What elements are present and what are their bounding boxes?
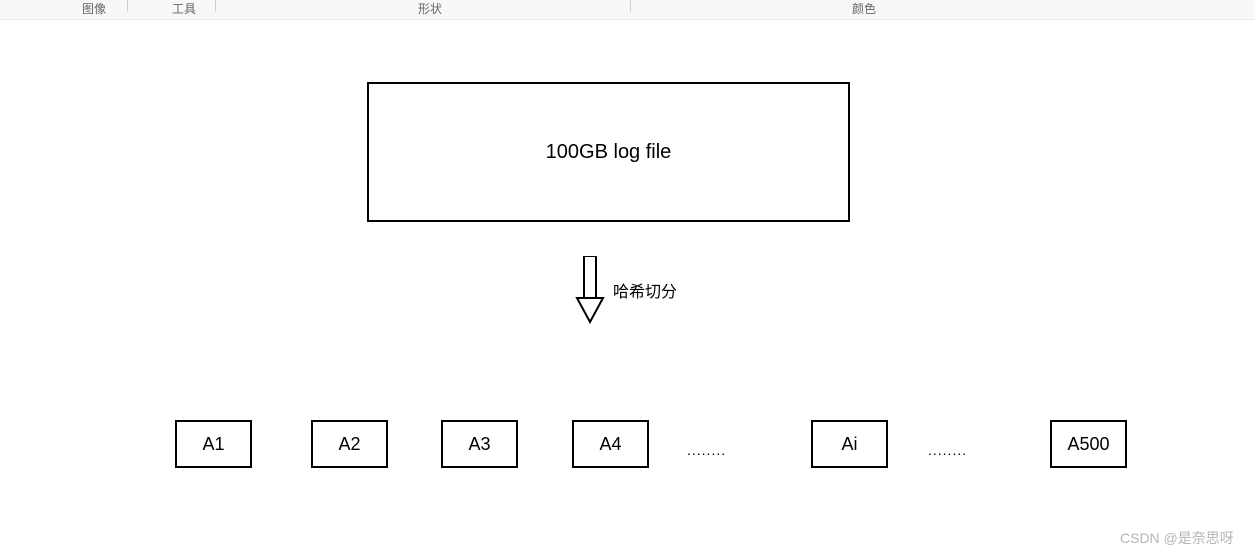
partition-box-a3: A3 — [441, 420, 518, 468]
main-box-logfile: 100GB log file — [367, 82, 850, 222]
partition-label: A500 — [1067, 434, 1109, 455]
ribbon-toolbar: 图像 工具 形状 颜色 — [0, 0, 1255, 20]
ribbon-separator — [127, 0, 128, 12]
partition-label: A1 — [202, 434, 224, 455]
ribbon-tab-tools[interactable]: 工具 — [172, 0, 196, 17]
ellipsis-dots: ........ — [687, 442, 726, 458]
ribbon-tab-image[interactable]: 图像 — [82, 0, 106, 17]
drawing-canvas: 100GB log file 哈希切分 A1 A2 A3 A4 ........… — [0, 20, 1255, 552]
ribbon-separator — [630, 0, 631, 12]
hash-split-arrow: 哈希切分 — [575, 256, 677, 324]
watermark-text: CSDN @是奈思呀 — [1120, 528, 1234, 548]
partition-box-a1: A1 — [175, 420, 252, 468]
ribbon-separator — [215, 0, 216, 12]
main-box-label: 100GB log file — [546, 141, 672, 164]
ribbon-tab-shapes[interactable]: 形状 — [418, 0, 442, 17]
partition-label: A4 — [599, 434, 621, 455]
partition-box-a500: A500 — [1050, 420, 1127, 468]
partition-box-a4: A4 — [572, 420, 649, 468]
partition-label: A2 — [338, 434, 360, 455]
partition-box-a2: A2 — [311, 420, 388, 468]
partition-label: Ai — [841, 434, 857, 455]
ribbon-tab-colors[interactable]: 颜色 — [852, 0, 876, 17]
ellipsis-dots: ........ — [928, 442, 967, 458]
partition-box-ai: Ai — [811, 420, 888, 468]
arrow-down-icon — [575, 256, 605, 324]
partition-label: A3 — [468, 434, 490, 455]
arrow-label: 哈希切分 — [613, 278, 677, 302]
